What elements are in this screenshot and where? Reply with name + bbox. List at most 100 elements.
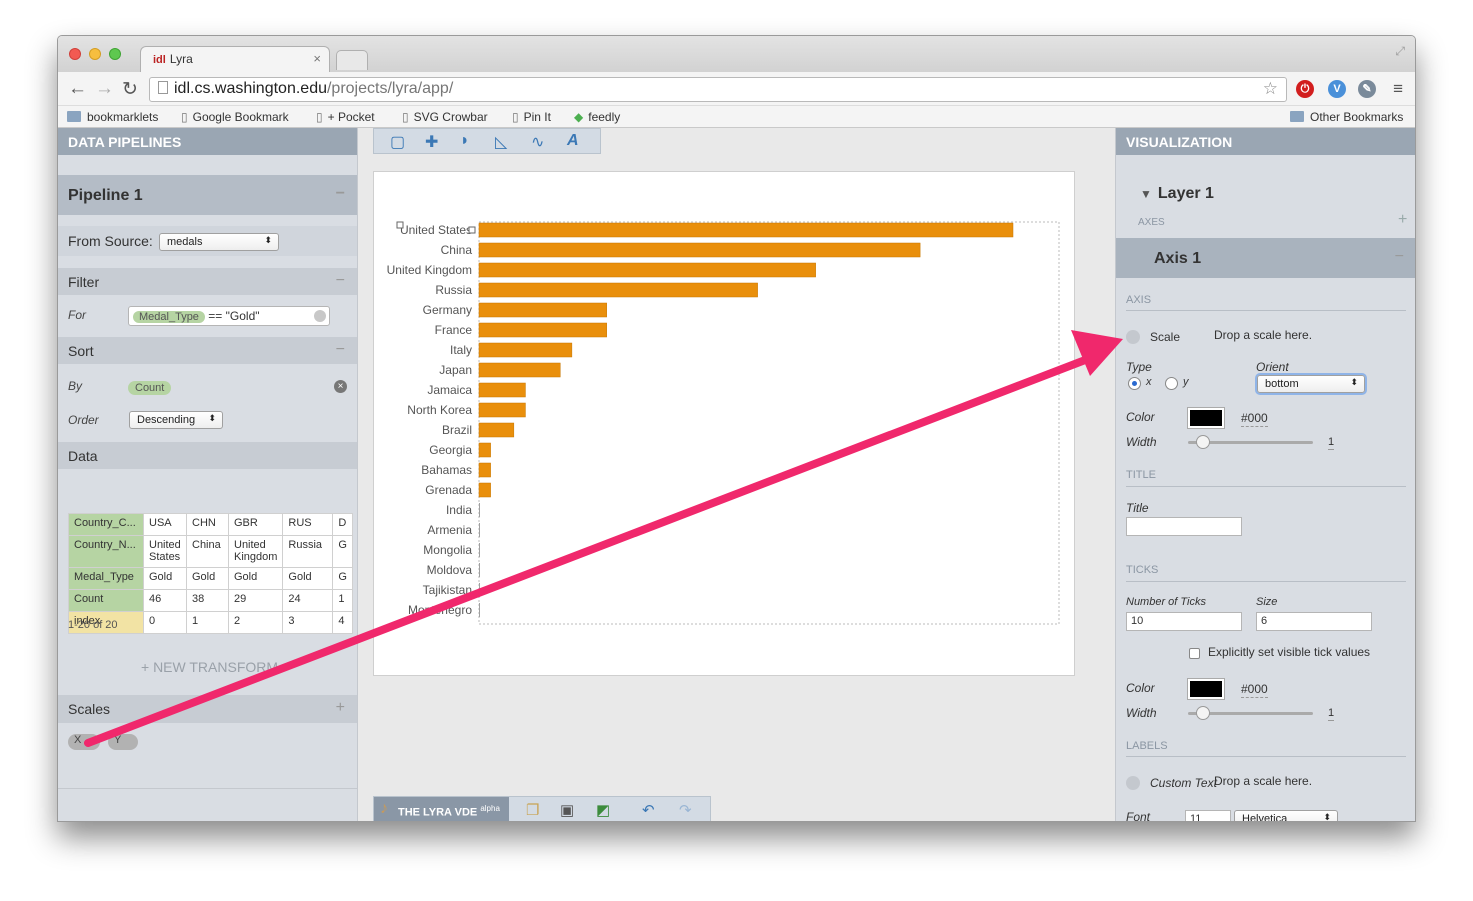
- bar[interactable]: [479, 563, 480, 577]
- share-icon[interactable]: ◩: [596, 802, 611, 819]
- bar[interactable]: [478, 362, 561, 378]
- forward-icon[interactable]: →: [95, 78, 114, 99]
- bar[interactable]: [478, 442, 491, 458]
- axis-width-slider[interactable]: [1188, 435, 1313, 449]
- bar[interactable]: [478, 242, 921, 258]
- table-field-header[interactable]: Count: [68, 589, 144, 612]
- axis-width-value[interactable]: 1: [1328, 436, 1335, 450]
- axis-header[interactable]: Axis 1 −: [1116, 238, 1415, 278]
- bar[interactable]: [478, 262, 816, 278]
- open-icon[interactable]: ❐: [526, 802, 540, 819]
- filter-field-pill[interactable]: Medal_Type: [133, 311, 205, 323]
- zoom-window-button[interactable]: [109, 48, 121, 60]
- bar[interactable]: [478, 402, 526, 418]
- source-select[interactable]: medals ⬍: [159, 233, 279, 251]
- bar[interactable]: [478, 322, 607, 338]
- symbol-mark-icon[interactable]: ✚: [425, 134, 439, 151]
- type-y-radio[interactable]: [1165, 377, 1178, 390]
- bookmark-item[interactable]: ▯ Google Bookmark: [181, 110, 289, 124]
- custom-text-drop-zone[interactable]: Drop a scale here.: [1214, 774, 1313, 788]
- font-family-select[interactable]: Helvetica ⬍: [1234, 810, 1338, 821]
- line-mark-icon[interactable]: ∿: [531, 134, 545, 151]
- bar[interactable]: [479, 543, 480, 557]
- bar[interactable]: [479, 503, 480, 517]
- axis-title-input[interactable]: [1126, 517, 1242, 536]
- bar[interactable]: [478, 302, 607, 318]
- bookmark-folder[interactable]: bookmarklets: [67, 110, 158, 124]
- bookmark-star-icon[interactable]: ☆: [1262, 79, 1278, 98]
- bar[interactable]: [478, 462, 491, 478]
- filter-expression-input[interactable]: Medal_Type == "Gold": [128, 306, 330, 326]
- bar[interactable]: [479, 523, 480, 537]
- back-icon[interactable]: ←: [68, 78, 87, 99]
- close-tab-icon[interactable]: ×: [313, 51, 321, 66]
- eyedropper-icon[interactable]: ✎: [1358, 80, 1376, 98]
- explicit-ticks-checkbox[interactable]: [1189, 648, 1200, 659]
- bookmark-item[interactable]: ◆ feedly: [574, 110, 620, 124]
- new-transform-button[interactable]: + NEW TRANSFORM: [141, 659, 279, 675]
- tick-size-input[interactable]: 6: [1256, 612, 1372, 631]
- tick-width-slider[interactable]: [1188, 706, 1313, 720]
- layer-header[interactable]: ▼ Layer 1: [1140, 185, 1214, 203]
- axis-color-value[interactable]: #000: [1241, 411, 1268, 427]
- axis-color-swatch[interactable]: [1188, 408, 1224, 428]
- table-field-header[interactable]: Country_C...: [68, 513, 144, 536]
- address-bar[interactable]: idl.cs.washington.edu/projects/lyra/app/…: [149, 77, 1287, 102]
- tick-color-value[interactable]: #000: [1241, 682, 1268, 698]
- collapse-icon[interactable]: −: [335, 272, 345, 289]
- filter-header[interactable]: Filter −: [58, 268, 357, 295]
- other-bookmarks[interactable]: Other Bookmarks: [1290, 110, 1403, 124]
- bar[interactable]: [478, 422, 515, 438]
- adblock-icon[interactable]: ⏻: [1296, 80, 1314, 98]
- bar[interactable]: [478, 282, 758, 298]
- menu-icon[interactable]: ≡: [1393, 79, 1403, 98]
- type-x-radio[interactable]: [1128, 377, 1141, 390]
- bookmark-item[interactable]: ▯ + Pocket: [316, 110, 375, 124]
- scale-y-pill[interactable]: Y: [108, 734, 138, 750]
- sort-field-pill[interactable]: Count: [128, 381, 172, 395]
- pipeline-header[interactable]: Pipeline 1 −: [58, 175, 357, 215]
- new-tab-button[interactable]: [336, 50, 368, 70]
- undo-icon[interactable]: ↶: [642, 802, 655, 819]
- redo-icon[interactable]: ↷: [679, 802, 692, 819]
- tab-lyra[interactable]: idl Lyra ×: [140, 46, 330, 72]
- extension-v-icon[interactable]: V: [1328, 80, 1346, 98]
- bar[interactable]: [479, 603, 480, 617]
- add-scale-icon[interactable]: +: [335, 699, 345, 716]
- orient-select[interactable]: bottom ⬍: [1257, 375, 1365, 393]
- bar[interactable]: [478, 382, 526, 398]
- slider-knob[interactable]: [1196, 435, 1210, 449]
- bar[interactable]: [478, 222, 1014, 238]
- bar[interactable]: [478, 482, 491, 498]
- save-icon[interactable]: ▣: [560, 802, 575, 819]
- clear-filter-icon[interactable]: [314, 310, 326, 322]
- minimize-window-button[interactable]: [89, 48, 101, 60]
- collapse-icon[interactable]: −: [335, 341, 345, 358]
- area-mark-icon[interactable]: ◺: [495, 134, 508, 151]
- sort-order-select[interactable]: Descending ⬍: [129, 411, 223, 429]
- add-axis-icon[interactable]: +: [1398, 211, 1408, 228]
- scale-drop-zone[interactable]: Drop a scale here.: [1214, 328, 1313, 342]
- resize-handle[interactable]: [468, 226, 476, 234]
- table-field-header[interactable]: Medal_Type: [68, 567, 144, 590]
- collapse-icon[interactable]: −: [1394, 248, 1404, 265]
- font-size-input[interactable]: 11: [1185, 810, 1231, 821]
- fullscreen-icon[interactable]: ⤢: [1395, 44, 1405, 58]
- rect-mark-icon[interactable]: ▢: [390, 134, 406, 151]
- collapse-icon[interactable]: −: [335, 185, 345, 202]
- bar[interactable]: [478, 342, 573, 358]
- num-ticks-input[interactable]: 10: [1126, 612, 1242, 631]
- tick-color-swatch[interactable]: [1188, 679, 1224, 699]
- resize-handle[interactable]: [396, 221, 404, 229]
- remove-sort-icon[interactable]: ×: [334, 380, 347, 393]
- slider-knob[interactable]: [1196, 706, 1210, 720]
- close-window-button[interactable]: [69, 48, 81, 60]
- table-field-header[interactable]: index: [68, 611, 144, 634]
- reload-icon[interactable]: ↻: [122, 79, 138, 100]
- text-mark-icon[interactable]: A: [567, 132, 579, 149]
- bookmark-item[interactable]: ▯ SVG Crowbar: [402, 110, 488, 124]
- sort-header[interactable]: Sort −: [58, 337, 357, 364]
- bookmark-item[interactable]: ▯ Pin It: [512, 110, 551, 124]
- tick-width-value[interactable]: 1: [1328, 707, 1335, 721]
- arc-mark-icon[interactable]: ◗: [460, 132, 470, 149]
